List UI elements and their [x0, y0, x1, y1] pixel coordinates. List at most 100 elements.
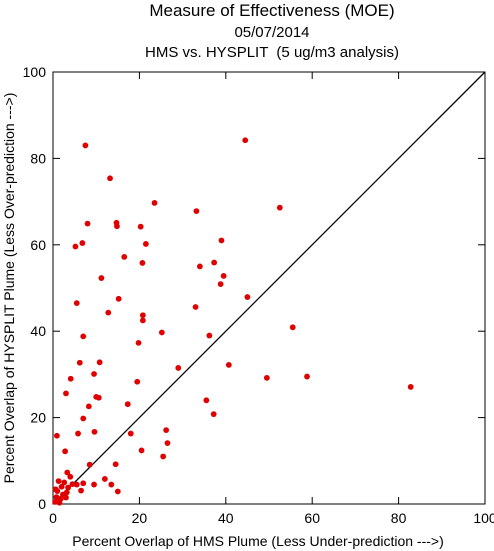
data-point	[217, 281, 224, 288]
data-point	[61, 479, 68, 486]
data-point	[64, 469, 71, 476]
data-point	[225, 361, 232, 368]
chart-subtitle: HMS vs. HYSPLIT (5 ug/m3 analysis)	[145, 44, 399, 61]
data-point	[80, 415, 87, 422]
data-point	[65, 484, 72, 491]
data-point	[84, 220, 91, 227]
data-point	[91, 481, 97, 488]
data-point	[137, 223, 144, 230]
y-tick-label: 0	[38, 496, 46, 512]
y-tick-label: 60	[30, 237, 46, 253]
data-point	[98, 275, 105, 281]
data-point	[63, 390, 69, 397]
data-point	[114, 223, 120, 230]
data-point	[135, 339, 142, 346]
data-point	[203, 397, 210, 404]
data-point	[86, 461, 93, 468]
data-point	[63, 494, 69, 501]
y-tick-label: 40	[30, 323, 46, 339]
data-point	[53, 432, 60, 439]
data-point	[69, 481, 76, 488]
data-point	[138, 447, 145, 454]
data-point	[95, 394, 102, 401]
data-point	[75, 430, 81, 437]
data-point	[91, 428, 98, 435]
data-point	[304, 373, 310, 380]
data-point	[263, 374, 270, 381]
data-point	[73, 300, 80, 307]
data-point	[55, 478, 62, 485]
data-point	[82, 142, 89, 149]
data-point	[101, 476, 108, 482]
data-point	[276, 204, 283, 211]
data-point	[164, 440, 171, 446]
data-point	[196, 263, 203, 270]
data-point	[96, 359, 103, 366]
data-point	[80, 333, 87, 340]
chart-date: 05/07/2014	[234, 24, 309, 41]
data-point	[112, 461, 119, 468]
data-point	[218, 237, 225, 244]
data-point	[52, 486, 59, 493]
x-tick-label: 100	[473, 510, 494, 526]
data-point	[57, 495, 64, 502]
data-point	[206, 332, 213, 339]
data-point	[407, 384, 414, 390]
data-point	[220, 273, 227, 279]
data-point	[211, 259, 218, 266]
x-tick-label: 60	[304, 510, 320, 526]
data-point	[114, 488, 121, 495]
data-point	[80, 480, 87, 487]
data-point	[73, 481, 80, 488]
data-point	[115, 295, 122, 302]
data-point	[163, 427, 170, 434]
data-point	[108, 481, 115, 488]
data-point	[175, 365, 182, 371]
y-axis-label: Percent Overlap of HYSPLIT Plume (Less O…	[1, 93, 17, 484]
plot-frame	[52, 71, 486, 505]
reference-line	[52, 71, 486, 505]
data-point	[76, 359, 83, 366]
data-point	[62, 448, 68, 455]
data-point	[134, 378, 141, 385]
data-point	[121, 253, 128, 260]
data-point	[242, 137, 249, 144]
data-point	[139, 317, 146, 324]
data-points	[52, 137, 414, 506]
x-tick-label: 80	[391, 510, 407, 526]
y-tick-label: 100	[23, 64, 47, 80]
data-point	[79, 240, 86, 246]
data-point	[67, 375, 74, 382]
x-tick-label: 0	[49, 510, 57, 526]
data-point	[105, 309, 112, 316]
data-point	[107, 175, 113, 182]
data-point	[192, 304, 199, 310]
data-point	[58, 483, 65, 490]
data-point	[85, 403, 92, 410]
x-tick-label: 20	[132, 510, 148, 526]
data-point	[244, 294, 251, 300]
y-tick-label: 80	[30, 150, 46, 166]
data-point	[78, 487, 84, 494]
data-point	[91, 371, 97, 377]
data-point	[72, 243, 79, 250]
data-point	[127, 430, 134, 437]
data-point	[142, 241, 149, 247]
data-point	[139, 260, 146, 266]
data-point	[160, 453, 167, 460]
data-point	[158, 329, 165, 336]
data-point	[67, 473, 74, 480]
data-point	[52, 498, 59, 505]
data-point	[210, 411, 217, 418]
x-axis-label: Percent Overlap of HMS Plume (Less Under…	[72, 533, 444, 549]
data-point	[139, 312, 146, 319]
data-point	[63, 489, 70, 496]
data-point	[151, 199, 158, 206]
data-point	[193, 208, 200, 215]
data-point	[124, 401, 131, 408]
one-to-one-line	[52, 71, 486, 505]
x-tick-label: 40	[218, 510, 234, 526]
y-tick-label: 20	[30, 410, 46, 426]
chart-title: Measure of Effectiveness (MOE)	[149, 1, 394, 20]
